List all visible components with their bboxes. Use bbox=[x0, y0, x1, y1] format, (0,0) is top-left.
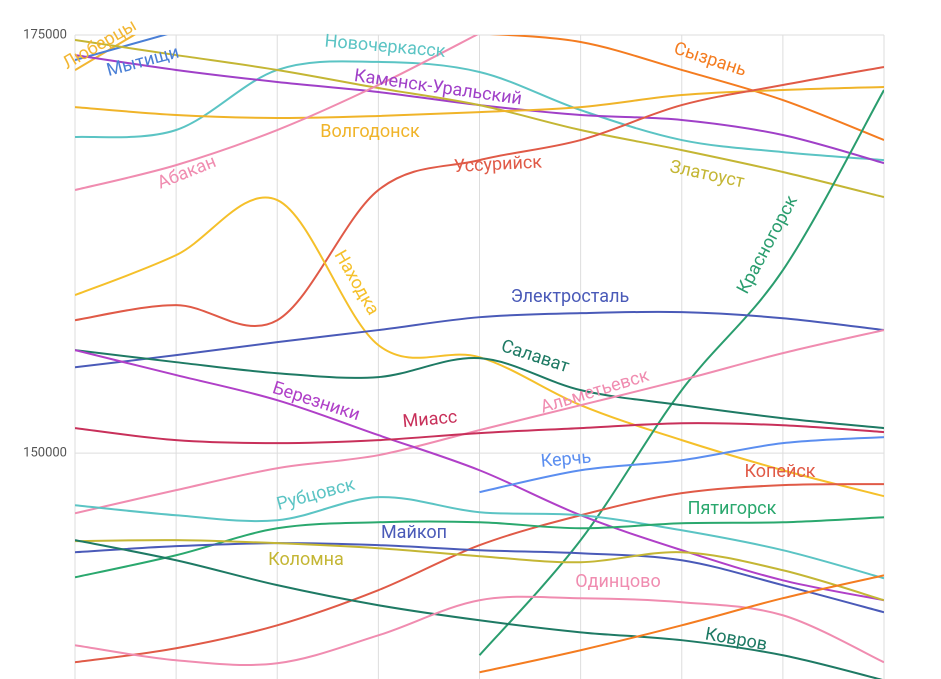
series-line bbox=[75, 542, 884, 614]
series-label: Копейск bbox=[744, 461, 815, 482]
series-line bbox=[75, 595, 884, 667]
series-label: Коломна bbox=[268, 549, 344, 570]
series-line bbox=[75, 496, 884, 580]
series-label: Керчь bbox=[540, 447, 592, 472]
series-line bbox=[75, 35, 136, 71]
series-label: Уссурийск bbox=[453, 151, 542, 177]
series-line bbox=[75, 422, 884, 445]
series-line bbox=[75, 39, 884, 199]
series-line bbox=[479, 436, 884, 494]
series-label: Березники bbox=[270, 377, 363, 425]
series-label: Майкоп bbox=[381, 522, 447, 543]
series-label: Пятигорск bbox=[688, 498, 777, 519]
y-tick-label: 175000 bbox=[23, 27, 67, 42]
series-label: Рубцовск bbox=[274, 474, 357, 515]
series-label: Электросталь bbox=[511, 286, 630, 307]
lines bbox=[75, 35, 884, 679]
series-line bbox=[489, 35, 884, 141]
series-line bbox=[478, 89, 884, 656]
series-label: Находка bbox=[330, 246, 384, 318]
series-label: Волгодонск bbox=[320, 121, 420, 142]
series-line bbox=[75, 539, 883, 679]
series-label: Красногорск bbox=[733, 192, 802, 298]
series-label: Миасс bbox=[402, 406, 458, 432]
series-line bbox=[75, 516, 884, 579]
series-label: Мытищи bbox=[104, 42, 181, 81]
series-line bbox=[75, 196, 884, 498]
series-label: Салават bbox=[499, 335, 573, 377]
series-line bbox=[75, 35, 479, 192]
series-line bbox=[75, 539, 884, 602]
y-tick-label: 150000 bbox=[23, 446, 67, 461]
series-label: Ковров bbox=[704, 623, 769, 655]
series-line bbox=[75, 349, 884, 430]
series-line bbox=[75, 329, 884, 515]
series-label: Одинцово bbox=[575, 571, 661, 592]
series-line bbox=[75, 35, 168, 62]
series-line bbox=[75, 65, 884, 327]
series-line bbox=[479, 574, 884, 674]
series-label: Сызрань bbox=[671, 38, 749, 81]
series-line bbox=[75, 483, 884, 664]
series-label: Абакан bbox=[154, 151, 219, 193]
series-line bbox=[75, 310, 884, 369]
series-line bbox=[75, 349, 884, 602]
grid: 150000 175000 bbox=[23, 27, 885, 679]
series-line bbox=[75, 60, 884, 162]
